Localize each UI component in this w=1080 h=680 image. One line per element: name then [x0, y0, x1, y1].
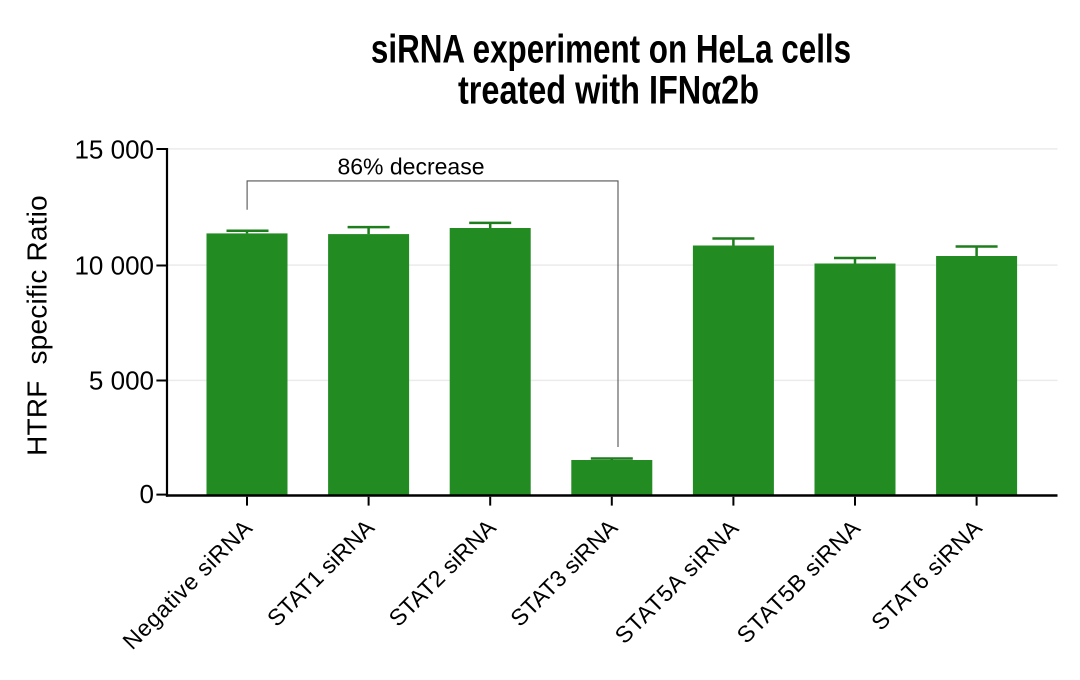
svg-text:5 000: 5 000 — [89, 366, 154, 396]
svg-text:0: 0 — [140, 479, 154, 509]
svg-text:HTRF specific Ratio: HTRF specific Ratio — [22, 195, 53, 456]
svg-text:10 000: 10 000 — [74, 251, 154, 281]
svg-text:15 000: 15 000 — [74, 134, 154, 164]
svg-text:treated with IFNα2b: treated with IFNα2b — [458, 67, 759, 112]
svg-text:86% decrease: 86% decrease — [337, 153, 484, 179]
svg-text:siRNA experiment on HeLa cells: siRNA experiment on HeLa cells — [371, 26, 851, 72]
